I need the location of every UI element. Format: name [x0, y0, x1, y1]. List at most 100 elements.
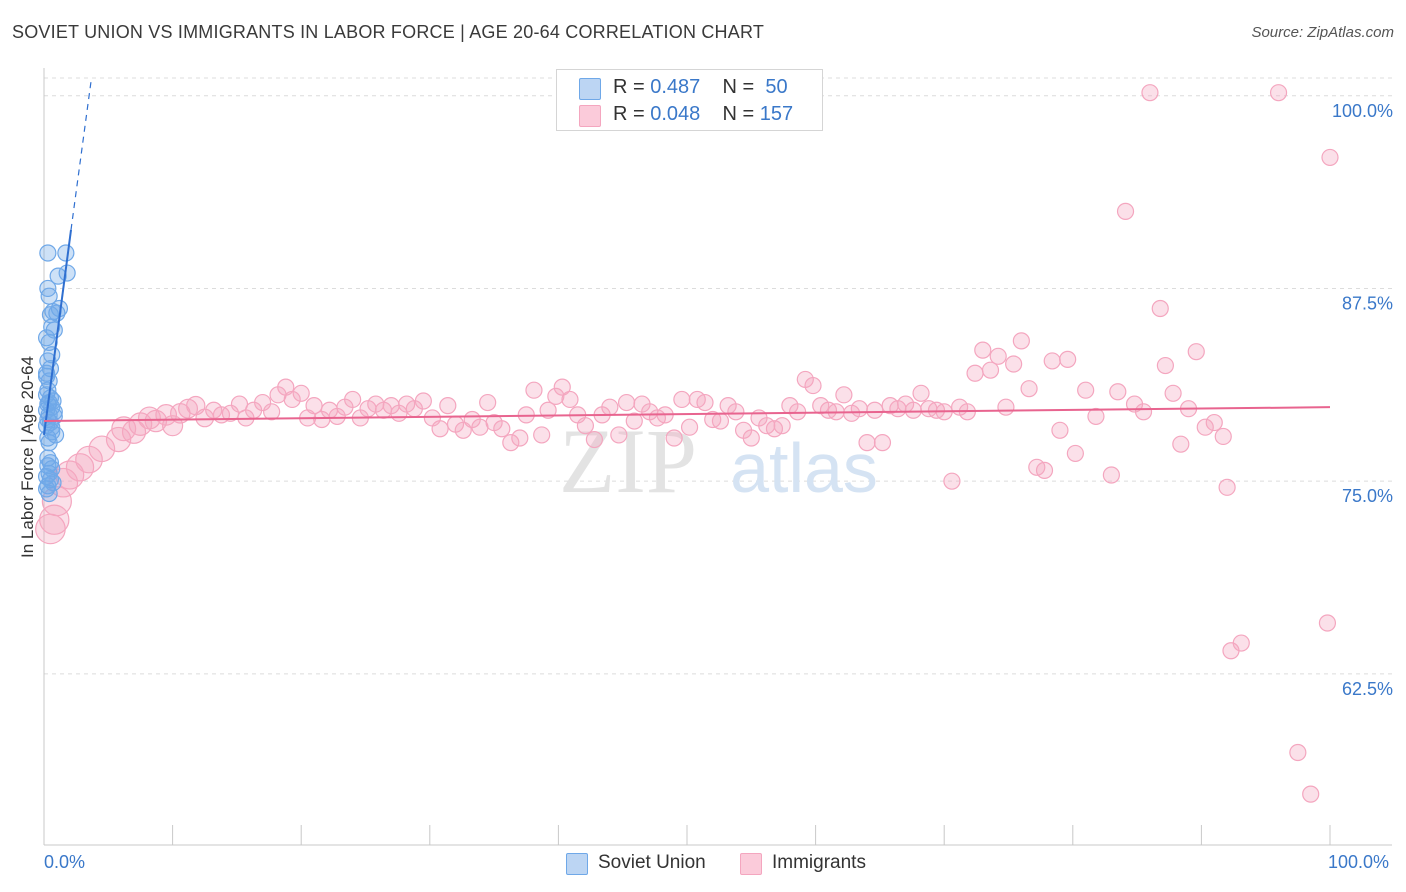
data-point — [37, 480, 56, 498]
data-point — [533, 426, 551, 444]
data-point — [788, 403, 807, 421]
data-point — [1012, 332, 1030, 350]
data-point — [1172, 435, 1190, 453]
data-point — [1116, 202, 1135, 220]
data-point — [742, 429, 760, 447]
data-point — [1102, 466, 1120, 484]
data-point — [221, 404, 240, 422]
data-point — [479, 393, 497, 412]
data-point — [553, 378, 571, 396]
data-point — [804, 376, 822, 395]
data-point — [1035, 461, 1054, 479]
data-point — [943, 472, 961, 490]
n-value-soviet-union: 50 — [765, 76, 788, 98]
data-point — [1066, 444, 1084, 463]
data-point — [44, 474, 62, 492]
data-point — [610, 426, 628, 444]
data-point — [39, 449, 57, 467]
data-point — [1289, 743, 1307, 762]
data-point — [625, 412, 643, 430]
data-point — [858, 434, 876, 452]
data-point — [511, 429, 529, 447]
data-point — [1156, 356, 1174, 375]
data-point — [981, 361, 1000, 379]
data-point — [1232, 634, 1250, 652]
data-point — [1051, 421, 1069, 439]
data-point — [617, 393, 636, 412]
data-point — [904, 401, 922, 419]
data-point — [966, 364, 984, 382]
data-point — [696, 393, 714, 412]
data-point — [547, 387, 565, 405]
data-point — [471, 418, 489, 436]
data-point — [39, 244, 57, 262]
data-point — [1087, 407, 1105, 426]
y-axis-label: In Labor Force | Age 20-64 — [18, 356, 37, 558]
data-point — [37, 329, 56, 347]
data-point — [41, 454, 60, 472]
data-point — [1141, 84, 1159, 102]
soviet-union-swatch — [566, 853, 588, 875]
data-point — [1077, 381, 1095, 399]
data-point — [850, 400, 868, 418]
data-point — [1164, 384, 1182, 402]
data-point — [680, 418, 699, 436]
immigrants-trend-line — [43, 406, 1331, 423]
data-point — [493, 420, 511, 438]
data-point — [525, 381, 543, 399]
data-point — [263, 403, 281, 421]
data-point — [1302, 785, 1320, 803]
data-point — [40, 434, 58, 452]
immigrants-swatch — [740, 853, 762, 875]
data-point — [439, 397, 457, 415]
data-point — [989, 347, 1007, 365]
n-value-immigrants: 157 — [759, 103, 794, 125]
data-point — [866, 401, 884, 419]
watermark-atlas: atlas — [730, 429, 878, 507]
data-point — [1059, 350, 1077, 368]
y-tick-label: 75.0% — [1342, 486, 1393, 506]
data-point — [40, 484, 58, 503]
data-point — [65, 453, 95, 482]
data-point — [673, 390, 691, 409]
soviet-union-trend-line — [43, 229, 72, 436]
data-point — [414, 392, 432, 410]
data-point — [585, 430, 604, 449]
data-point — [974, 341, 992, 359]
series-legend: Soviet Union Immigrants — [566, 851, 886, 877]
data-point — [1134, 403, 1153, 421]
data-point — [665, 429, 683, 447]
data-point — [835, 386, 853, 404]
data-point — [912, 384, 930, 402]
source-credit: Source: ZipAtlas.com — [1251, 24, 1394, 41]
trend-lines — [43, 77, 1331, 436]
data-point — [601, 398, 619, 416]
data-point — [773, 417, 791, 435]
data-point — [1196, 418, 1214, 436]
legend-label-soviet-union: Soviet Union — [598, 852, 706, 873]
data-point — [1318, 614, 1337, 632]
r-value-immigrants: 0.048 — [650, 103, 701, 125]
data-point — [873, 434, 892, 452]
n-label: N = — [722, 76, 755, 98]
data-point — [49, 267, 67, 285]
data-point — [1005, 355, 1023, 373]
watermark: ZIP atlas — [559, 410, 878, 512]
data-point — [292, 384, 310, 402]
data-point — [305, 397, 323, 415]
data-point — [1187, 343, 1205, 361]
y-tick-labels: 62.5% 75.0% 87.5% 100.0% — [1332, 101, 1393, 699]
data-point — [711, 412, 730, 430]
data-point — [254, 393, 272, 412]
gridlines — [44, 77, 1392, 675]
r-label: R = — [613, 76, 645, 98]
data-point — [57, 244, 75, 262]
data-point — [178, 398, 199, 419]
soviet-union-trend-extension — [70, 77, 93, 230]
watermark-zip: ZIP — [559, 410, 697, 512]
chart-title: SOVIET UNION VS IMMIGRANTS IN LABOR FORC… — [12, 22, 765, 42]
x-tick-min: 0.0% — [44, 852, 86, 872]
data-point — [1321, 148, 1339, 167]
y-tick-label: 100.0% — [1332, 101, 1393, 121]
